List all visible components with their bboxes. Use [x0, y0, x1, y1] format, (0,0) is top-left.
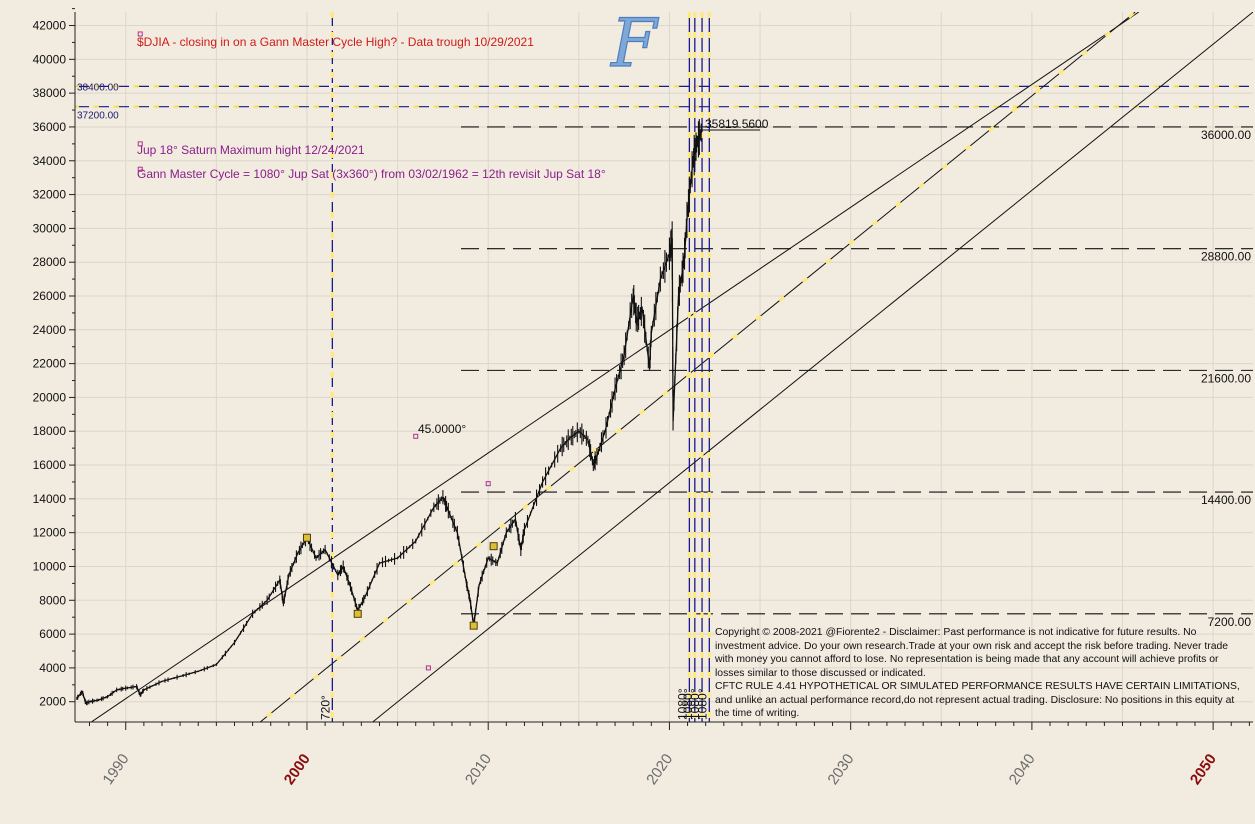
anchor-marker: [137, 166, 143, 172]
y-tick-label: 38000: [33, 86, 67, 100]
cycle-label: 720°: [318, 695, 332, 720]
chart-title: $DJIA - closing in on a Gann Master Cycl…: [137, 35, 534, 49]
logo-letter: F: [610, 6, 659, 80]
pivot-marker: [353, 609, 362, 618]
annotation-peak: 35819.5600: [705, 117, 769, 131]
y-tick-label: 6000: [39, 627, 66, 641]
cycle-label: 1080°: [681, 688, 695, 720]
y-tick-label: 12000: [33, 526, 67, 540]
pivot-markers: [137, 31, 498, 671]
y-tick-label: 16000: [33, 458, 67, 472]
blue-level-label: 37200.00: [77, 111, 119, 122]
price-series: [76, 119, 703, 706]
y-tick-label: 30000: [33, 221, 67, 235]
y-tick-label: 18000: [33, 424, 67, 438]
level-label: 7200.00: [1208, 615, 1252, 629]
x-tick-label: 2040: [1006, 751, 1039, 788]
chart-annotations: 36000.00 28800.00 21600.00 14400.00 7200.00 3…: [77, 35, 1251, 720]
annotation-angle: 45.0000°: [418, 422, 466, 436]
level-label: 21600.00: [1201, 371, 1251, 385]
pivot-marker: [489, 542, 498, 551]
fiorente-logo: F: [610, 6, 660, 80]
y-tick-label: 14000: [33, 492, 67, 506]
annotation-gann-cycle: Gann Master Cycle = 1080° Jup Sat (3x360…: [137, 167, 606, 181]
y-tick-label: 34000: [33, 154, 67, 168]
y-tick-label: 4000: [39, 661, 66, 675]
anchor-marker: [137, 31, 143, 37]
gann-line-lower: [371, 12, 1253, 722]
y-tick-label: 8000: [39, 593, 66, 607]
y-tick-label: 20000: [33, 390, 67, 404]
x-tick-label: 2020: [643, 751, 676, 788]
x-tick-label: 2030: [824, 751, 857, 788]
grid: [75, 12, 1253, 722]
anchor-marker: [137, 141, 143, 147]
cycle-verticals: [330, 12, 711, 722]
cycle-label: 1080°: [695, 688, 709, 720]
y-tick-label: 36000: [33, 120, 67, 134]
cftc-text: CFTC RULE 4.41 HYPOTHETICAL OR SIMULATED…: [715, 681, 1240, 719]
x-tick-label: 1990: [100, 751, 133, 788]
y-tick-label: 24000: [33, 323, 67, 337]
x-tick-label: 2050: [1187, 751, 1220, 788]
y-tick-label: 28000: [33, 255, 67, 269]
y-tick-label: 40000: [33, 52, 67, 66]
y-tick-label: 26000: [33, 289, 67, 303]
anchor-marker: [485, 481, 491, 487]
cycle-label: 1080°: [675, 688, 689, 720]
level-label: 36000.00: [1201, 128, 1251, 142]
blue-level-label: 38400.00: [77, 82, 119, 93]
x-tick-label: 2010: [462, 751, 495, 788]
anchor-marker: [413, 433, 419, 439]
y-tick-label: 22000: [33, 357, 67, 371]
y-tick-label: 2000: [39, 695, 66, 709]
cycle-label: 1080°: [688, 688, 702, 720]
level-label: 28800.00: [1201, 250, 1251, 264]
y-tick-label: 42000: [33, 19, 67, 33]
y-tick-label: 10000: [33, 559, 67, 573]
level-label: 14400.00: [1201, 493, 1251, 507]
disclaimer-text: Copyright © 2008-2021 @Fiorente2 - Discl…: [715, 627, 1229, 679]
disclaimer-block: Copyright © 2008-2021 @Fiorente2 - Discl…: [715, 626, 1247, 721]
horizontal-levels: [75, 84, 1253, 615]
y-tick-label: 32000: [33, 188, 67, 202]
gann-line-upper: [90, 12, 1140, 722]
anchor-marker: [425, 665, 431, 671]
pivot-marker: [469, 621, 478, 630]
annotation-jup-saturn: Jup 18° Saturn Maximum hight 12/24/2021: [137, 143, 365, 157]
x-tick-label: 2000: [281, 751, 314, 788]
pivot-marker: [302, 533, 311, 542]
